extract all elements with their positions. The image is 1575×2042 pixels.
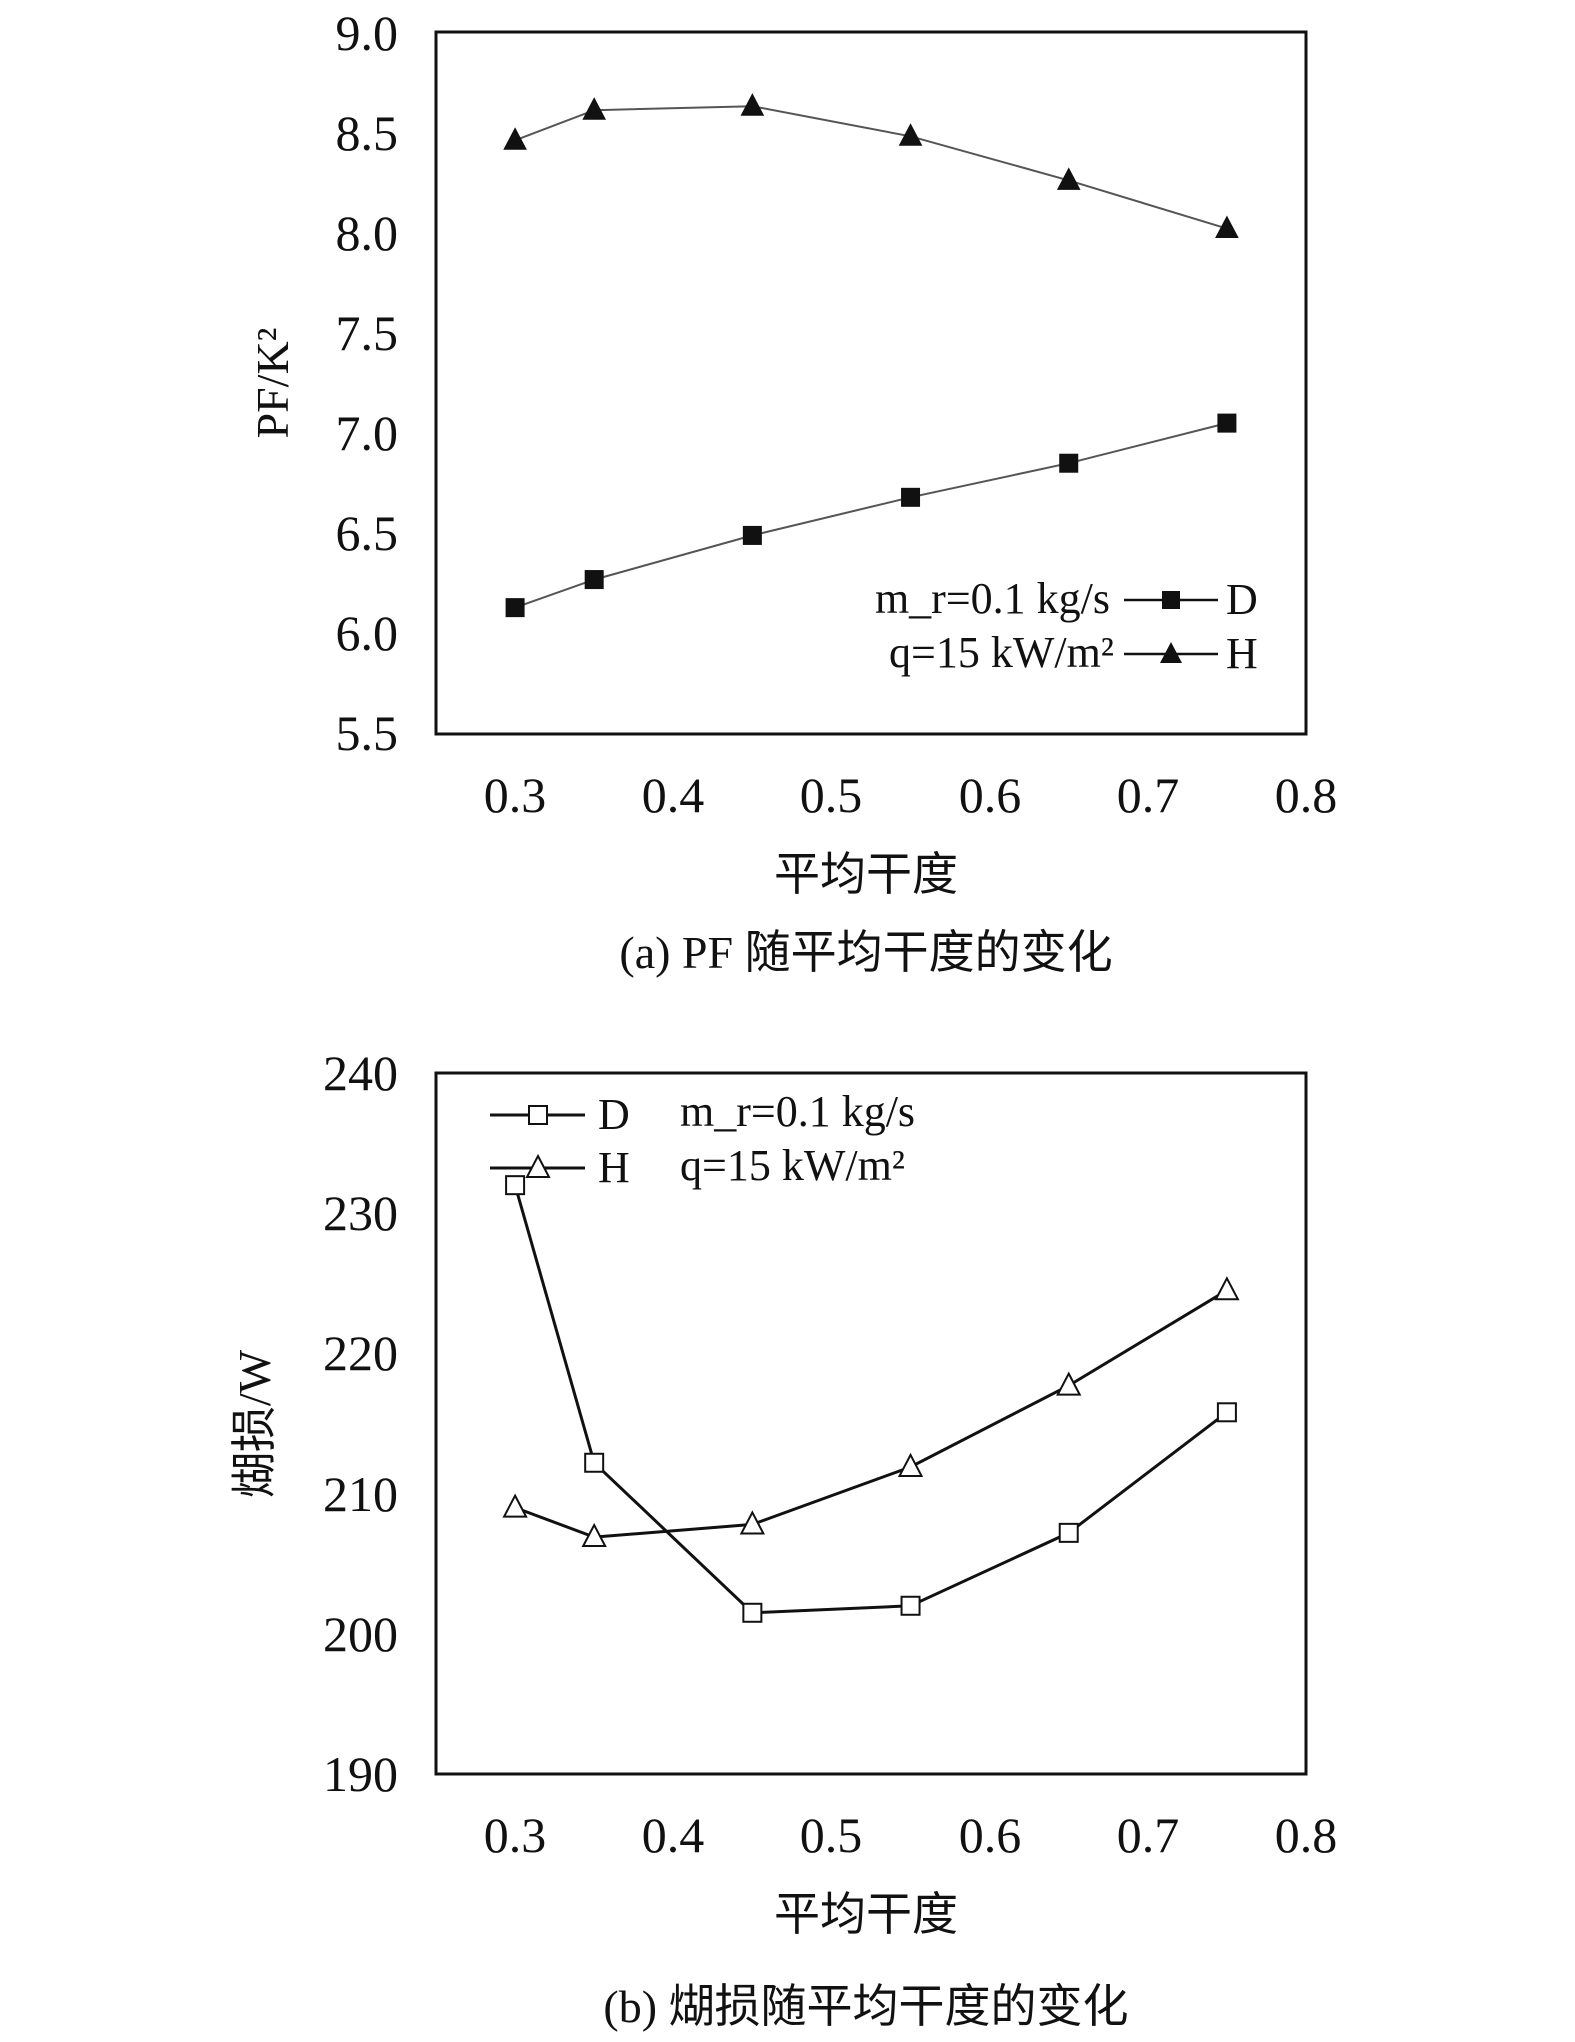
legend-label-h: H xyxy=(598,1143,630,1192)
data-point-d xyxy=(505,598,525,618)
y-tick-label: 220 xyxy=(323,1325,398,1381)
annotation-mass-flow: m_r=0.1 kg/s xyxy=(875,574,1110,623)
figure-caption-a: (a) PF 随平均干度的变化 xyxy=(619,927,1112,978)
x-tick-label: 0.4 xyxy=(642,767,705,823)
legend-marker-d xyxy=(528,1105,548,1125)
series-line-d xyxy=(513,1184,1228,1615)
x-tick-labels-b: 0.3 0.4 0.5 0.6 0.7 0.8 xyxy=(484,1807,1338,1863)
annotation-mass-flow: m_r=0.1 kg/s xyxy=(680,1087,915,1136)
x-tick-label: 0.3 xyxy=(484,767,547,823)
x-tick-label: 0.7 xyxy=(1117,1807,1180,1863)
data-point-d xyxy=(505,1175,526,1196)
annotation-heat-flux: q=15 kW/m² xyxy=(889,628,1114,677)
y-tick-label: 230 xyxy=(323,1185,398,1241)
data-point-h xyxy=(1056,1371,1082,1396)
x-tick-labels-a: 0.3 0.4 0.5 0.6 0.7 0.8 xyxy=(484,767,1338,823)
chart-panel-a: 5.5 6.0 6.5 7.0 7.5 8.0 8.5 9.0 0.3 0.4 … xyxy=(247,5,1337,978)
data-point-h xyxy=(898,123,923,146)
legend-a: m_r=0.1 kg/s q=15 kW/m² D H xyxy=(875,574,1258,678)
data-point-h xyxy=(1214,1276,1240,1301)
x-tick-label: 0.8 xyxy=(1275,1807,1338,1863)
data-point-d xyxy=(1217,413,1237,433)
y-tick-label: 7.0 xyxy=(336,405,399,461)
data-point-h xyxy=(502,1493,528,1518)
y-tick-label: 6.0 xyxy=(336,605,399,661)
data-point-d xyxy=(742,1602,763,1623)
y-tick-labels-b: 190 200 210 220 230 240 xyxy=(323,1045,398,1802)
series-line-h xyxy=(514,1289,1228,1539)
x-tick-label: 0.8 xyxy=(1275,767,1338,823)
data-point-d xyxy=(584,570,604,590)
data-point-h xyxy=(582,97,607,120)
data-point-d xyxy=(1059,453,1079,473)
x-tick-label: 0.6 xyxy=(959,1807,1022,1863)
data-point-d xyxy=(1058,1522,1079,1543)
data-point-h xyxy=(581,1522,607,1548)
y-tick-labels-a: 5.5 6.0 6.5 7.0 7.5 8.0 8.5 9.0 xyxy=(336,5,399,761)
data-point-d xyxy=(1216,1402,1237,1423)
y-axis-title-b: 煳损/W xyxy=(229,1349,280,1498)
legend-label-h: H xyxy=(1226,629,1258,678)
legend-marker-h xyxy=(525,1153,551,1178)
data-point-d xyxy=(900,1595,921,1616)
chart-panel-b: 190 200 210 220 230 240 0.3 0.4 0.5 0.6 … xyxy=(229,1045,1337,2032)
plot-frame-a xyxy=(434,30,1308,736)
x-tick-label: 0.7 xyxy=(1117,767,1180,823)
x-tick-label: 0.5 xyxy=(800,1807,863,1863)
legend-label-d: D xyxy=(598,1090,630,1139)
series-line-h xyxy=(514,105,1228,230)
data-point-h xyxy=(740,93,765,116)
figure-caption-b: (b) 煳损随平均干度的变化 xyxy=(603,1981,1128,2032)
y-tick-label: 8.0 xyxy=(336,205,399,261)
y-tick-label: 240 xyxy=(323,1045,398,1101)
data-point-h xyxy=(1056,167,1081,190)
y-tick-label: 5.5 xyxy=(336,705,399,761)
legend-marker-h xyxy=(1160,642,1182,663)
y-tick-label: 7.5 xyxy=(336,305,399,361)
series-layer-b xyxy=(502,1175,1240,1623)
x-tick-label: 0.6 xyxy=(959,767,1022,823)
plot-frame-b xyxy=(434,1071,1308,1776)
series-line-d xyxy=(514,422,1228,609)
y-tick-label: 210 xyxy=(323,1466,398,1522)
legend-marker-d xyxy=(1162,591,1180,609)
legend-b: D H m_r=0.1 kg/s q=15 kW/m² xyxy=(490,1087,915,1192)
y-tick-label: 190 xyxy=(323,1746,398,1802)
y-tick-label: 8.5 xyxy=(336,105,399,161)
x-tick-label: 0.3 xyxy=(484,1807,547,1863)
series-layer-a xyxy=(503,93,1239,618)
legend-label-d: D xyxy=(1226,575,1258,624)
data-point-h xyxy=(503,127,527,150)
y-tick-label: 200 xyxy=(323,1606,398,1662)
x-tick-label: 0.4 xyxy=(642,1807,705,1863)
annotation-heat-flux: q=15 kW/m² xyxy=(680,1141,905,1190)
x-axis-title-b: 平均干度 xyxy=(774,1889,958,1940)
x-axis-title-a: 平均干度 xyxy=(774,849,958,900)
data-point-h xyxy=(897,1452,924,1477)
data-point-h xyxy=(739,1510,766,1535)
data-point-d xyxy=(901,487,921,507)
data-point-d xyxy=(742,525,762,545)
y-tick-label: 6.5 xyxy=(336,505,399,561)
y-axis-title-a: PF/K² xyxy=(247,328,298,439)
x-tick-label: 0.5 xyxy=(800,767,863,823)
data-point-d xyxy=(584,1452,605,1473)
y-tick-label: 9.0 xyxy=(336,5,399,61)
data-point-h xyxy=(1215,215,1239,239)
